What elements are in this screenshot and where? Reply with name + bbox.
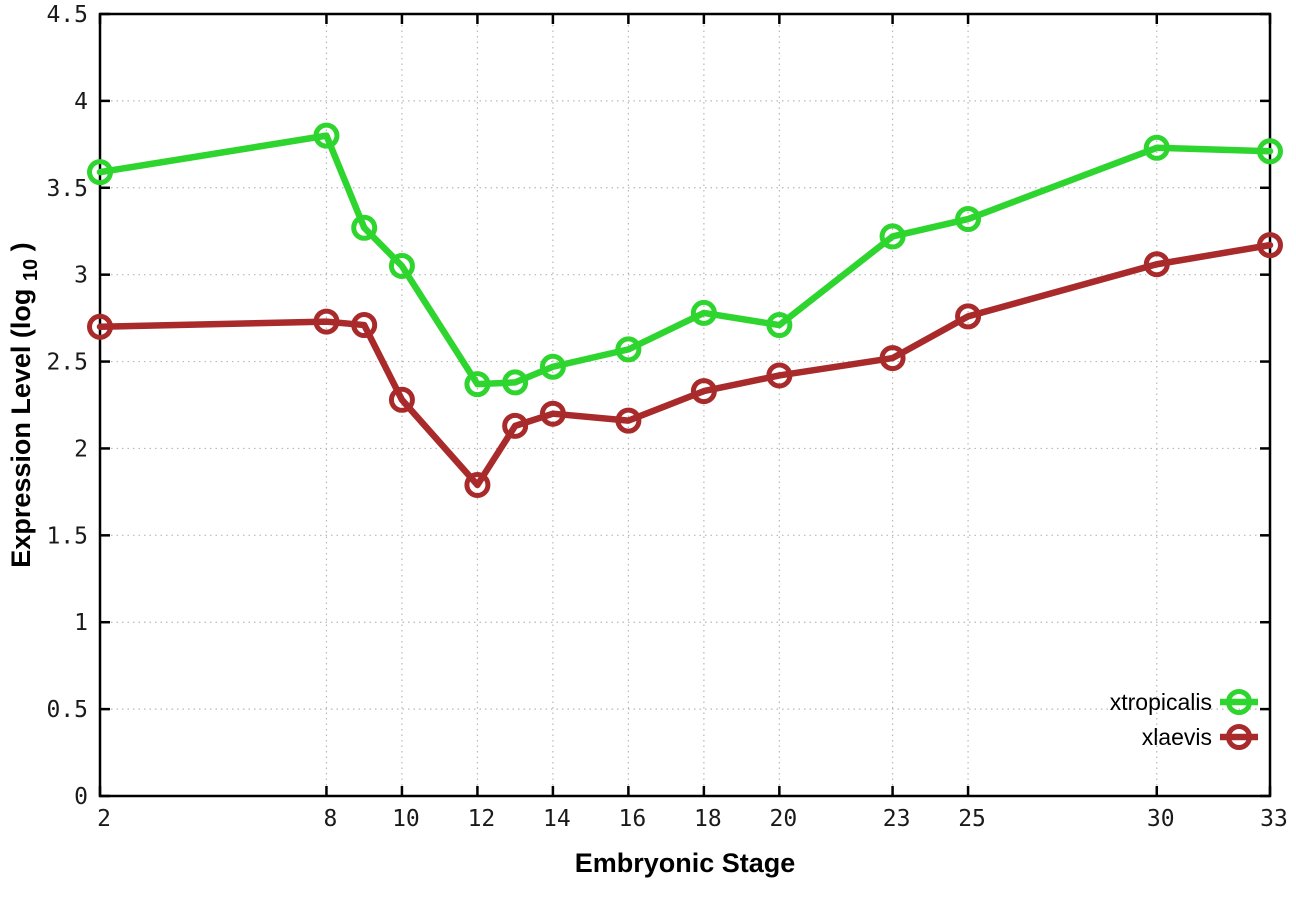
marker-xtropicalis-stage-18	[690, 299, 717, 326]
y-tick-label-2.5: 2.5	[46, 350, 88, 376]
legend-label-xtropicalis: xtropicalis	[1110, 689, 1212, 715]
x-tick-label-12: 12	[468, 806, 496, 832]
y-tick-label-4.5: 4.5	[46, 2, 88, 28]
y-tick-label-0.5: 0.5	[46, 697, 88, 723]
marker-xtropicalis-stage-14	[539, 353, 566, 380]
y-axis-title-subscript: 10	[20, 259, 42, 281]
marker-xlaevis-stage-2	[87, 313, 113, 340]
marker-xtropicalis-stage-8	[313, 122, 340, 149]
x-tick-label-16: 16	[619, 806, 647, 832]
marker-xtropicalis-stage-23	[879, 223, 906, 250]
marker-xtropicalis-stage-33	[1257, 138, 1283, 165]
marker-xtropicalis-stage-16	[615, 336, 642, 363]
tick-label-layer: 2 8 10 12 14 16 18 20 23 25 30 33 0 0.5 1 1.5 2 2.5 3 3.5 4 4…	[46, 2, 1287, 832]
legend-marker-xtropicalis	[1226, 689, 1252, 715]
series-line-xtropicalis	[96, 132, 1274, 388]
x-axis-title: Embryonic Stage	[575, 848, 796, 878]
grid-layer	[100, 14, 1270, 796]
marker-xlaevis-stage-20	[766, 362, 793, 389]
y-tick-label-0: 0	[74, 784, 88, 810]
x-tick-label-23: 23	[883, 806, 911, 832]
marker-xlaevis-stage-33	[1257, 232, 1283, 259]
marker-xlaevis-stage-30	[1143, 251, 1170, 278]
marker-xlaevis-stage-12	[464, 471, 491, 498]
series-line-xlaevis	[96, 241, 1274, 489]
marker-xlaevis-stage-18	[690, 378, 717, 405]
y-axis-title: Expression Level (log 10 )	[6, 242, 43, 567]
marker-xlaevis-stage-16	[615, 407, 642, 434]
marker-xtropicalis-stage-10	[388, 252, 415, 279]
x-tick-label-8: 8	[324, 806, 338, 832]
x-tick-label-33: 33	[1260, 806, 1288, 832]
marker-xtropicalis-stage-30	[1143, 134, 1170, 161]
marker-xtropicalis-stage-20	[766, 312, 793, 339]
y-tick-label-4: 4	[74, 89, 88, 115]
marker-xtropicalis-stage-9	[351, 214, 378, 241]
marker-xlaevis-stage-23	[879, 345, 906, 372]
y-tick-label-1: 1	[74, 610, 88, 636]
plot-border	[98, 12, 1272, 798]
x-tick-label-10: 10	[392, 806, 420, 832]
marker-xtropicalis-stage-12	[464, 371, 491, 398]
x-tick-label-2: 2	[97, 806, 111, 832]
series-layer	[87, 122, 1283, 498]
x-tick-label-18: 18	[694, 806, 722, 832]
y-axis-title-main: Expression Level (log	[6, 289, 36, 568]
x-tick-label-14: 14	[543, 806, 571, 832]
y-tick-label-2: 2	[74, 436, 88, 462]
marker-xlaevis-stage-13	[502, 412, 529, 439]
y-tick-label-3.5: 3.5	[46, 176, 88, 202]
legend-marker-xlaevis	[1226, 724, 1252, 750]
legend: xtropicalis xlaevis	[1110, 689, 1258, 750]
marker-xlaevis-stage-25	[955, 303, 982, 330]
marker-xtropicalis-stage-2	[87, 159, 113, 186]
plot-border-layer	[98, 12, 1272, 798]
legend-label-xlaevis: xlaevis	[1142, 724, 1212, 750]
y-tick-label-1.5: 1.5	[46, 523, 88, 549]
x-tick-label-25: 25	[958, 806, 986, 832]
x-tick-label-30: 30	[1147, 806, 1175, 832]
x-tick-label-20: 20	[770, 806, 798, 832]
y-axis-title-close: )	[6, 242, 36, 251]
marker-xlaevis-stage-14	[539, 400, 566, 427]
marker-xtropicalis-stage-25	[955, 206, 982, 233]
marker-xlaevis-stage-8	[313, 308, 340, 335]
marker-xlaevis-stage-9	[351, 312, 378, 339]
marker-xlaevis-stage-10	[388, 386, 415, 413]
marker-xtropicalis-stage-13	[502, 369, 529, 396]
y-tick-label-3: 3	[74, 263, 88, 289]
